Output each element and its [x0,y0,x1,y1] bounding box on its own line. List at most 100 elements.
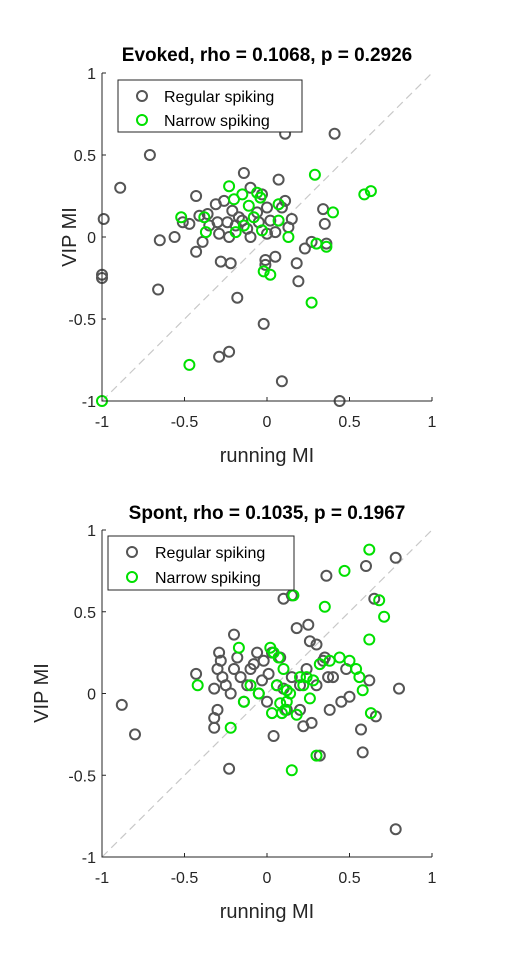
evoked-regular-spiking-point [152,283,165,296]
spont-regular-spiking-point [256,674,268,687]
evoked-regular-spiking-point [275,201,288,214]
evoked-narrow-spiking-point [364,185,377,198]
evoked-axes-box [101,73,432,402]
evoked-narrow-spiking-point [229,226,242,239]
spont-regular-spiking-point [214,654,227,667]
evoked-x-tick-label: 1 [428,414,437,431]
evoked-regular-spiking-point [201,208,214,220]
evoked-regular-points [96,127,346,407]
spont-legend-label-regular: Regular spiking [155,545,265,562]
spont-narrow-spiking-point [232,641,245,654]
evoked-y-tick-label: 0.5 [74,148,96,165]
spont-regular-spiking-point [360,560,372,572]
spont-narrow-spiking-point [364,707,377,720]
evoked-regular-spiking-point [168,231,181,243]
spont-regular-spiking-point [257,654,270,667]
spont-narrow-spiking-point [343,654,356,667]
evoked-regular-spiking-point [269,250,282,263]
spont-regular-spiking-point [310,638,323,651]
spont-regular-spiking-point [327,671,339,684]
spont-regular-spiking-point [320,569,333,582]
spont-regular-spiking-point [355,723,367,736]
evoked-y-tick-labels: 1 0.5 0 -0.5 -1 [68,66,106,411]
evoked-y-tick-label: -1 [82,394,96,411]
evoked-regular-spiking-point [275,375,288,388]
evoked-regular-spiking-point [226,204,239,217]
evoked-regular-spiking-point [259,258,272,271]
evoked-regular-spiking-point [231,291,244,304]
evoked-regular-spiking-point [237,167,250,179]
evoked-x-axis-label: running MI [220,445,315,467]
evoked-regular-spiking-point [153,234,166,247]
evoked-narrow-spiking-point [254,191,267,204]
spont-regular-spiking-point [234,671,247,684]
evoked-regular-spiking-point [257,317,270,330]
evoked-narrow-points [96,168,377,407]
evoked-narrow-spiking-point [358,188,371,201]
spont-regular-spiking-point [290,622,303,635]
spont-y-tick-labels: 1 0.5 0 -0.5 -1 [68,523,106,867]
evoked-regular-spiking-point [213,350,226,363]
spont-y-tick-label: 0.5 [74,605,96,622]
spont-regular-spiking-point [356,746,369,759]
spont-narrow-spiking-point [266,707,278,720]
spont-regular-spiking-point [208,682,221,695]
spont-y-axis-label: VIP MI [31,663,53,723]
evoked-narrow-spiking-point [198,211,211,224]
spont-regular-spiking-point [285,671,298,684]
evoked-regular-spiking-point [290,257,303,270]
spont-regular-spiking-point [228,628,240,641]
spont-regular-spiking-point [213,646,226,659]
evoked-regular-spiking-point [285,213,298,225]
spont-regular-spiking-point [322,671,335,684]
evoked-regular-spiking-point [183,217,196,230]
evoked-regular-spiking-point [318,217,331,230]
spont-regular-spiking-point [389,551,402,564]
evoked-regular-spiking-point [224,257,237,270]
spont-narrow-spiking-point [373,594,386,607]
spont-narrow-spiking-point [318,600,331,613]
evoked-narrow-spiking-point [320,240,333,253]
evoked-regular-spiking-point [114,181,127,194]
evoked-regular-spiking-point [244,231,257,243]
evoked-regular-spiking-point [143,149,156,161]
evoked-y-axis-label: VIP MI [59,207,81,267]
spont-y-tick-label: -1 [82,850,96,867]
evoked-legend-label-narrow: Narrow spiking [164,113,270,130]
evoked-narrow-spiking-point [305,296,318,309]
spont-narrow-spiking-point [284,687,297,700]
evoked-regular-spiking-point [298,242,311,255]
spont-narrow-spiking-point [333,651,346,664]
evoked-regular-spiking-point [97,213,110,225]
evoked-narrow-spiking-point [237,219,250,232]
spont-axes-box [101,530,432,858]
spont-regular-spiking-point [343,690,356,703]
evoked-regular-spiking-point [269,226,282,239]
spont-regular-spiking-point [115,698,128,711]
spont-narrow-spiking-point [252,687,265,700]
evoked-narrow-spiking-point [264,268,277,281]
evoked-y-tick-label: 1 [87,66,96,83]
spont-legend-marker-narrow [126,571,138,583]
spont-regular-spiking-point [305,716,318,729]
spont-narrow-spiking-point [338,564,351,577]
spont-narrow-spiking-point [363,633,376,646]
evoked-narrow-spiking-point [257,265,270,278]
spont-regular-spiking-point [262,667,275,680]
evoked-regular-spiking-point [317,203,330,216]
evoked-regular-spiking-point [272,173,285,186]
evoked-x-tick-label: 0.5 [338,414,360,431]
evoked-narrow-spiking-point [272,214,285,227]
spont-regular-spiking-point [211,703,224,716]
evoked-narrow-spiking-point [236,188,249,201]
evoked-narrow-spiking-point [199,226,212,239]
evoked-regular-spiking-point [214,255,227,268]
evoked-x-tick-label: -0.5 [171,414,199,431]
spont-regular-spiking-point [129,728,141,741]
evoked-regular-spiking-point [261,201,273,214]
spont-regular-spiking-point [190,667,203,680]
evoked-x-tick-label: 0 [263,414,272,431]
spont-regular-spiking-point [303,635,316,648]
spont-narrow-spiking-point [356,684,369,697]
